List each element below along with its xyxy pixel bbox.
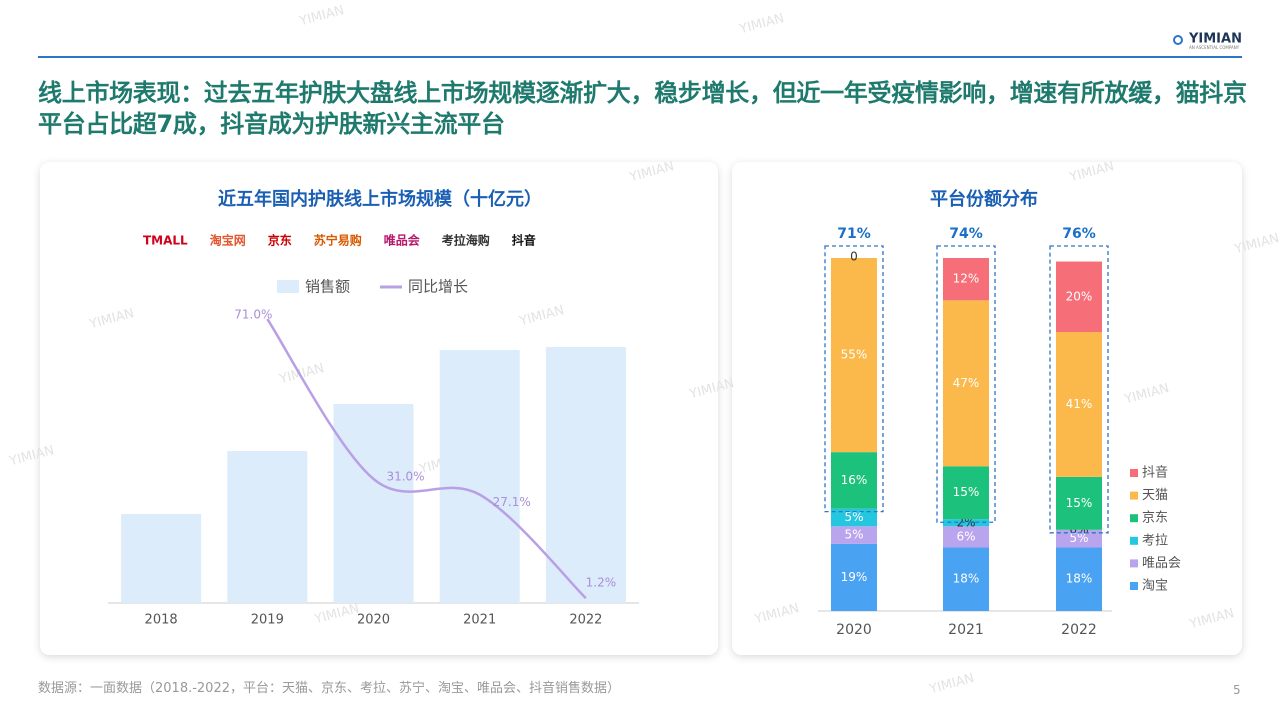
legend-label: 唯品会 [1142, 556, 1181, 571]
legend-label: 京东 [1142, 511, 1168, 526]
data-label: 31.0% [386, 470, 424, 484]
brand-logo: 苏宁易购 [314, 233, 362, 248]
bar-segment [1056, 332, 1102, 477]
bar-segment [831, 258, 877, 453]
source-note: 数据源：一面数据（2018.-2022，平台：天猫、京东、考拉、苏宁、淘宝、唯品… [38, 681, 620, 696]
legend-swatch [1130, 536, 1138, 545]
data-label: 1.2% [586, 576, 617, 590]
bar-segment [831, 526, 877, 544]
slide-title: 线上市场表现：过去五年护肤大盘线上市场规模逐渐扩大，稳步增长，但近一年受疫情影响… [38, 79, 1247, 138]
page-number: 5 [1233, 683, 1241, 697]
brand-logo: 京东 [268, 233, 292, 248]
data-label: 0 [850, 250, 858, 264]
brand-logo: 唯品会 [384, 233, 421, 248]
logo-icon [1173, 35, 1183, 45]
data-label: 18% [1066, 572, 1093, 586]
data-label: 20% [1066, 289, 1093, 303]
brand-logo: 淘宝网 [210, 233, 246, 248]
chart-title: 近五年国内护肤线上市场规模（十亿元） [218, 188, 542, 210]
brand-logo: 考拉海购 [442, 233, 490, 248]
bar-segment [831, 508, 877, 527]
data-label: 5% [844, 528, 863, 542]
bar-segment [831, 452, 877, 509]
bar-segment [943, 519, 989, 527]
logo-sub: AN ASCENTIAL COMPANY [1189, 45, 1240, 50]
legend-label: 考拉 [1142, 533, 1168, 548]
legend-label: 销售额 [305, 278, 350, 296]
data-label: 19% [841, 570, 868, 584]
bar-segment [1056, 261, 1102, 333]
legend-swatch [1130, 514, 1138, 523]
data-label: 12% [953, 272, 980, 286]
data-label: 55% [841, 348, 868, 362]
data-label: 5% [1069, 531, 1088, 545]
legend-swatch [277, 280, 299, 293]
data-label: 41% [1066, 397, 1093, 411]
data-label: 15% [1066, 496, 1093, 510]
bar [227, 451, 308, 603]
data-label: 6% [956, 529, 975, 543]
group-box [824, 245, 884, 513]
data-label: 15% [953, 485, 980, 499]
x-tick-label: 2021 [948, 622, 984, 638]
bar-segment [943, 466, 989, 520]
logo: YIMIAN [1188, 32, 1242, 47]
group-total: 76% [1062, 226, 1096, 242]
watermark: YIMIAN [927, 671, 976, 698]
legend-label: 淘宝 [1142, 579, 1168, 594]
brand-logo: 抖音 [512, 233, 536, 248]
bar-segment [943, 526, 989, 548]
brand-logo: TMALL [143, 234, 188, 248]
legend-swatch [1130, 469, 1138, 477]
legend-label: 天猫 [1142, 488, 1168, 503]
x-tick-label: 2022 [1061, 622, 1097, 638]
group-box [1049, 245, 1109, 534]
legend-label: 同比增长 [408, 278, 468, 296]
bar-segment [831, 543, 877, 611]
bar-segment [1056, 476, 1102, 530]
bar-segment [1056, 529, 1102, 548]
data-label: 27.1% [493, 495, 531, 509]
group-box [936, 245, 996, 523]
legend-label: 抖音 [1142, 465, 1168, 481]
bar [121, 514, 202, 603]
watermark: YIMIAN [737, 11, 786, 38]
line [266, 318, 587, 600]
bar-segment [943, 258, 989, 301]
bar-segment [1056, 547, 1102, 611]
bar [545, 347, 626, 603]
x-tick-label: 2020 [836, 622, 872, 638]
legend-swatch [1130, 559, 1138, 568]
x-tick-label: 2018 [145, 613, 178, 628]
x-tick-label: 2020 [357, 613, 390, 628]
legend-swatch [1130, 491, 1138, 500]
bar [333, 404, 414, 603]
data-label: 71.0% [234, 308, 272, 322]
watermark: YIMIAN [297, 3, 346, 30]
x-tick-label: 2021 [463, 613, 496, 628]
group-total: 71% [837, 226, 871, 242]
x-tick-label: 2022 [569, 613, 602, 628]
data-label: 18% [953, 572, 980, 586]
bar [439, 350, 520, 603]
data-label: 47% [953, 376, 980, 390]
group-total: 74% [949, 226, 983, 242]
legend-swatch [1130, 582, 1138, 590]
x-tick-label: 2019 [251, 613, 284, 628]
data-label: 5% [844, 510, 863, 524]
bar-segment [943, 300, 989, 467]
data-label: 16% [841, 473, 868, 487]
bar-segment [943, 547, 989, 611]
chart-title: 平台份额分布 [930, 188, 1038, 210]
